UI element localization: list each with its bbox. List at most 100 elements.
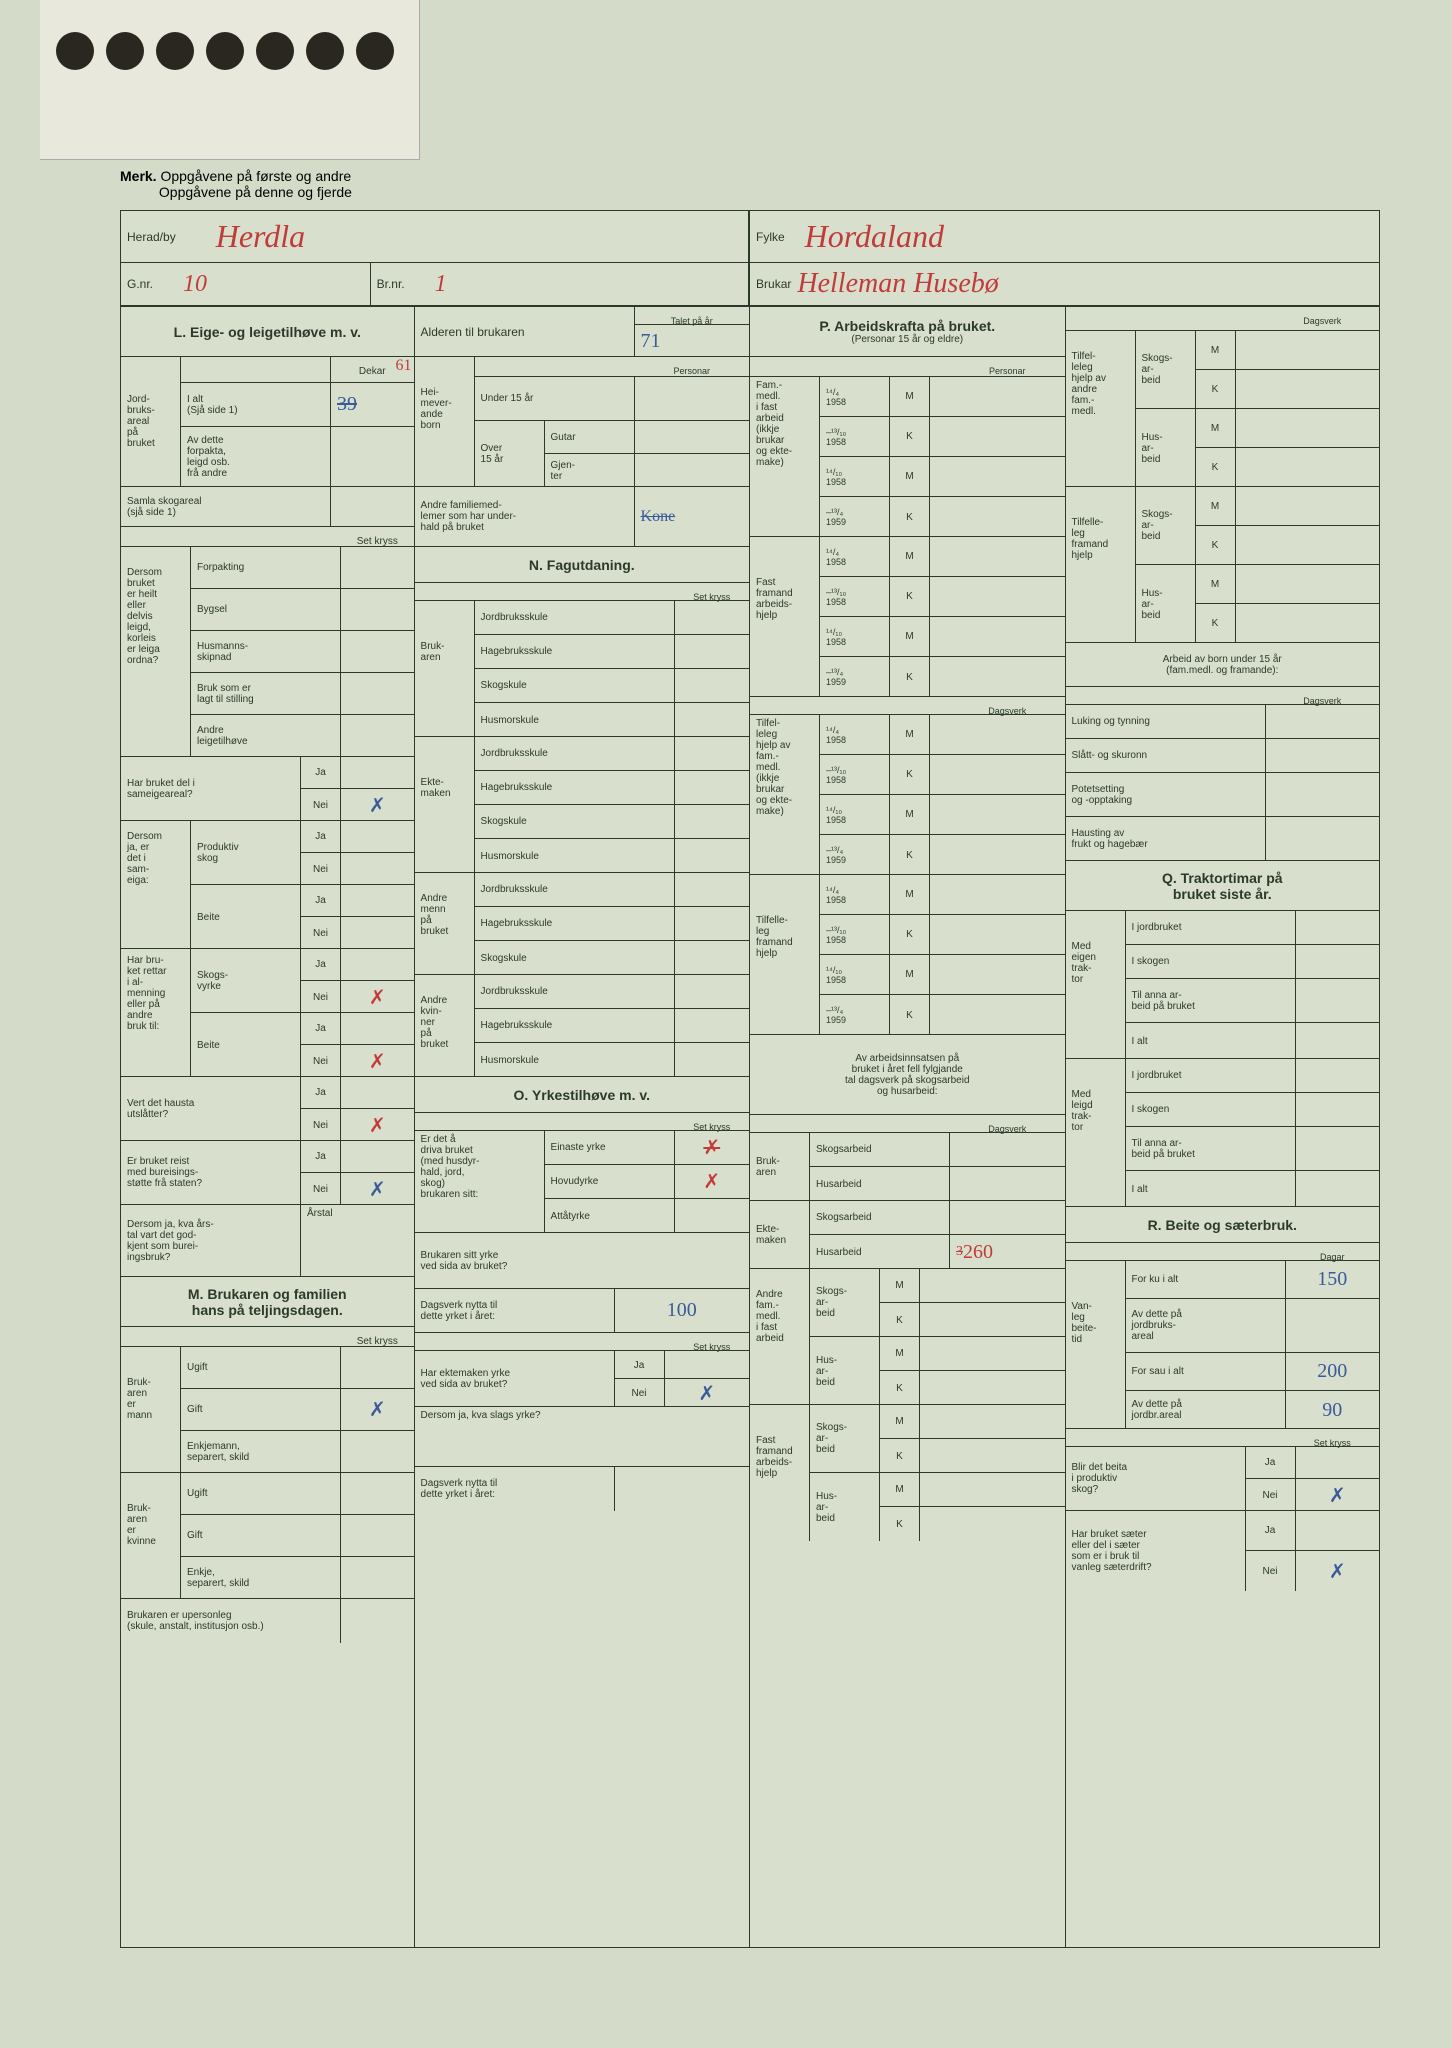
p-hu5: Hus- ar- beid xyxy=(1136,409,1196,487)
harbruket2: Har bru- ket rettar i al- menning eller … xyxy=(121,949,191,1076)
nei-b2: Nei xyxy=(301,1045,341,1077)
r-avd1: Av dette på jordbruks- areal xyxy=(1126,1299,1286,1352)
r-avd2: Av dette på jordbr.areal xyxy=(1126,1391,1286,1429)
q-ij2: I jordbruket xyxy=(1126,1059,1296,1092)
merk-bold: Merk. xyxy=(120,168,157,184)
n-skog3: Skogskule xyxy=(475,941,675,975)
p-d2c: ¹⁴/₁₀ 1958 xyxy=(820,617,890,656)
r-forku-val: 150 xyxy=(1286,1261,1380,1298)
dersomja-label: Dersom ja, er det i sam- eiga: xyxy=(121,821,191,948)
p-k4: K xyxy=(890,657,930,697)
census-form: Herad/by Herdla Fylke Hordaland G.nr. 10… xyxy=(120,210,1380,1948)
ugift-k: Ugift xyxy=(181,1473,341,1514)
punch-holes xyxy=(56,32,394,70)
merk-line2: Oppgåvene på denne og fjerde xyxy=(159,184,352,200)
section-r-title: R. Beite og sæterbruk. xyxy=(1142,1207,1303,1242)
o-dagsverk: Dagsverk nytta til dette yrket i året: xyxy=(415,1289,615,1332)
ja-b2: Ja xyxy=(301,1013,341,1044)
brukaren-kvinne: Bruk- aren er kvinne xyxy=(121,1473,181,1598)
p-d1b: –¹³/₁₀ 1958 xyxy=(820,417,890,456)
p-hu1: Husarbeid xyxy=(810,1167,950,1201)
bygsel: Bygsel xyxy=(191,589,341,630)
n-jord2: Jordbruksskule xyxy=(475,737,675,770)
n-menn: Andre menn på bruket xyxy=(415,873,475,974)
o-dagsverk-val: 100 xyxy=(615,1289,749,1332)
p-d4d: –¹³/₄ 1959 xyxy=(820,995,890,1035)
p-m14: M xyxy=(1196,409,1236,447)
n-hage3: Hagebruksskule xyxy=(475,907,675,940)
o-ja: Ja xyxy=(615,1351,665,1379)
p-k15: K xyxy=(1196,526,1236,565)
r-forsau: For sau i alt xyxy=(1126,1353,1286,1390)
merk-note: Merk. Oppgåvene på første og andre Oppgå… xyxy=(120,168,352,200)
section-n-title: N. Fagutdaning. xyxy=(523,547,641,582)
samla-label: Samla skogareal (sjå side 1) xyxy=(121,487,331,526)
x-sv: ✗ xyxy=(341,981,414,1013)
x-v: ✗ xyxy=(341,1109,414,1141)
o-einaste: Einaste yrke xyxy=(545,1131,675,1164)
n-jord3: Jordbruksskule xyxy=(475,873,675,906)
p-d4c: ¹⁴/₁₀ 1958 xyxy=(820,955,890,994)
p-fammedl: Fam.- medl. i fast arbeid (ikkje brukar … xyxy=(750,377,820,536)
p-m9: M xyxy=(880,1269,920,1302)
p-sk5: Skogs- ar- beid xyxy=(1136,331,1196,408)
nei-b: Nei xyxy=(301,917,341,949)
p-m6: M xyxy=(890,795,930,834)
x-gift: ✗ xyxy=(341,1389,414,1430)
p-sk3: Skogs- ar- beid xyxy=(810,1269,880,1336)
p-fastframand: Fast framand arbeids- hjelp xyxy=(750,537,820,696)
gnr-value: 10 xyxy=(183,271,207,298)
slatt: Slått- og skuronn xyxy=(1066,739,1266,772)
section-p-sub: (Personar 15 år og eldre) xyxy=(750,334,1065,345)
nei-v: Nei xyxy=(301,1109,341,1141)
q-is2: I skogen xyxy=(1126,1093,1296,1126)
p-k14: K xyxy=(1196,448,1236,487)
fylke-label: Fylke xyxy=(756,230,785,244)
p-d2b: –¹³/₁₀ 1958 xyxy=(820,577,890,616)
x1: ✗ xyxy=(341,789,414,821)
p-m15: M xyxy=(1196,487,1236,525)
r-forku: For ku i alt xyxy=(1126,1261,1286,1298)
o-harekte: Har ektemaken yrke ved sida av bruket? xyxy=(415,1351,615,1406)
q-eigen: Med eigen trak- tor xyxy=(1066,911,1126,1058)
p-k2: K xyxy=(890,497,930,537)
q-leigd: Med leigd trak- tor xyxy=(1066,1059,1126,1206)
under15: Under 15 år xyxy=(475,377,635,420)
ja-sv: Ja xyxy=(301,949,341,980)
p-k16: K xyxy=(1196,604,1236,643)
r-ja1: Ja xyxy=(1246,1447,1296,1478)
r-x2: ✗ xyxy=(1296,1551,1380,1591)
p-tilfr: Tilfel- leleg hjelp av andre fam.- medl. xyxy=(1066,331,1136,486)
brnr-label: Br.nr. xyxy=(377,277,405,291)
p-tilfelle1: Tilfel- leleg hjelp av fam.- medl. (ikkj… xyxy=(750,715,820,874)
arbeidborn: Arbeid av born under 15 år (fam.medl. og… xyxy=(1066,643,1380,686)
nei1: Nei xyxy=(301,789,341,821)
arstal: Årstal xyxy=(301,1205,414,1276)
o-nei: Nei xyxy=(615,1379,665,1407)
p-d3c: ¹⁴/₁₀ 1958 xyxy=(820,795,890,834)
p-hu-val: 260 xyxy=(963,1241,993,1264)
o-dersomja: Dersom ja, kva slags yrke? xyxy=(415,1407,749,1466)
q-ta1: Til anna ar- beid på bruket xyxy=(1126,979,1296,1022)
luking: Luking og tynning xyxy=(1066,705,1266,738)
p-d3b: –¹³/₁₀ 1958 xyxy=(820,755,890,794)
p-ekte2: Ekte- maken xyxy=(750,1201,810,1268)
n-brukaren: Bruk- aren xyxy=(415,601,475,736)
p-m8: M xyxy=(890,955,930,994)
beite: Beite xyxy=(191,885,301,949)
over15: Over 15 år xyxy=(475,421,545,487)
r-x1: ✗ xyxy=(1296,1479,1380,1511)
p-d4a: ¹⁴/₄ 1958 xyxy=(820,875,890,914)
p-m3: M xyxy=(890,537,930,576)
q-ij1: I jordbruket xyxy=(1126,911,1296,944)
hausting: Hausting av frukt og hagebær xyxy=(1066,817,1266,860)
merk-line1: Oppgåvene på første og andre xyxy=(160,168,351,184)
section-q-title: Q. Traktortimar på bruket siste år. xyxy=(1066,861,1380,910)
r-vanleg: Van- leg beite- tid xyxy=(1066,1261,1126,1428)
ugift-m: Ugift xyxy=(181,1347,341,1388)
herad-value: Herdla xyxy=(216,218,305,255)
p-m10: M xyxy=(880,1337,920,1370)
p-d1c: ¹⁴/₁₀ 1958 xyxy=(820,457,890,496)
p-k3: K xyxy=(890,577,930,616)
forpakting: Forpakting xyxy=(191,547,341,588)
